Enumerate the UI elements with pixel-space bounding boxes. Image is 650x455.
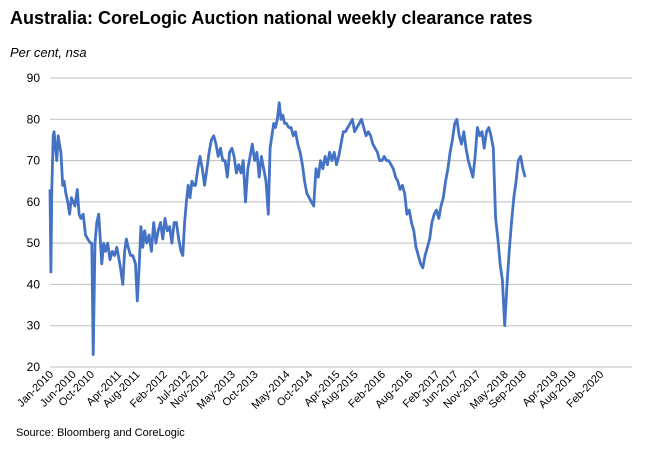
y-tick-label: 50	[27, 236, 41, 250]
y-axis-ticks: 20 30 40 50 60 70 80 90	[27, 71, 41, 374]
y-tick-label: 70	[27, 154, 41, 168]
chart-title: Australia: CoreLogic Auction national we…	[10, 8, 533, 28]
chart-subtitle: Per cent, nsa	[10, 45, 87, 60]
y-tick-label: 90	[27, 71, 41, 85]
y-tick-label: 30	[27, 319, 41, 333]
y-tick-label: 60	[27, 195, 41, 209]
y-tick-label: 20	[27, 360, 41, 374]
chart-source: Source: Bloomberg and CoreLogic	[16, 427, 185, 439]
x-axis-ticks: Jan-2010Jun-2010Oct-2010Apr-2011Aug-2011…	[15, 369, 606, 412]
y-tick-label: 40	[27, 277, 41, 291]
y-tick-label: 80	[27, 112, 41, 126]
clearance-rate-line	[48, 101, 527, 356]
